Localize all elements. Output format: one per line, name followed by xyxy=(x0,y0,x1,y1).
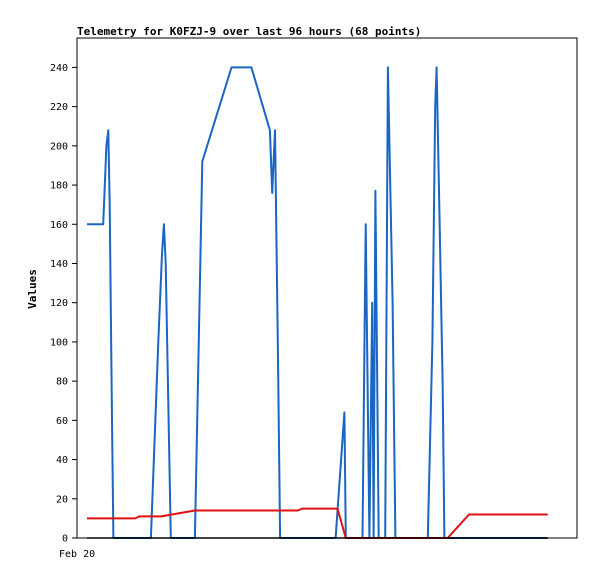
y-tick-label: 0 xyxy=(62,534,68,545)
plot-frame xyxy=(76,37,578,539)
y-axis-label: Values xyxy=(26,269,39,309)
y-axis: 0 20 40 60 80 100 120 140 160 180 200 220 240 xyxy=(50,63,77,545)
y-tick-label: 180 xyxy=(50,181,68,192)
series-layer xyxy=(87,66,548,539)
chart-title: Telemetry for K0FZJ-9 over last 96 hours… xyxy=(77,25,421,38)
series-line-2 xyxy=(87,507,548,539)
y-tick-label: 200 xyxy=(50,141,68,152)
y-tick-label: 20 xyxy=(56,494,68,505)
y-tick-label: 60 xyxy=(56,416,68,427)
x-tick-label: Feb 20 xyxy=(59,549,95,560)
y-tick-label: 160 xyxy=(50,220,68,231)
y-tick-label: 120 xyxy=(50,298,68,309)
y-tick-label: 140 xyxy=(50,259,68,270)
y-tick-label: 220 xyxy=(50,102,68,113)
y-tick-label: 40 xyxy=(56,455,68,466)
y-tick-label: 100 xyxy=(50,337,68,348)
series-line-1 xyxy=(87,66,548,539)
y-tick-label: 240 xyxy=(50,63,68,74)
y-tick-label: 80 xyxy=(56,377,68,388)
